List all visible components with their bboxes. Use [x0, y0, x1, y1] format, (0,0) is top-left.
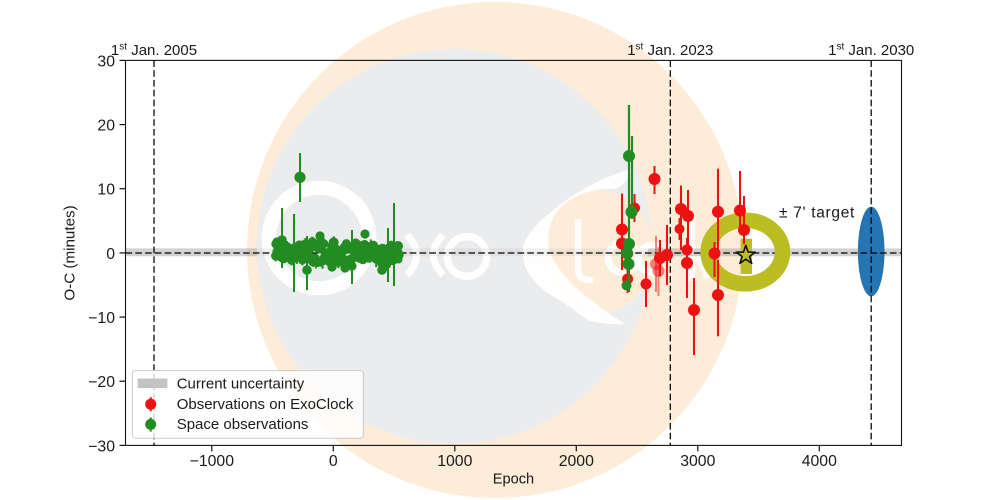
- svg-text:0: 0: [329, 453, 338, 470]
- svg-text:Current uncertainty: Current uncertainty: [177, 375, 305, 392]
- svg-text:0: 0: [106, 246, 115, 263]
- svg-text:O-C (minutes): O-C (minutes): [62, 205, 79, 300]
- svg-text:3000: 3000: [680, 453, 715, 470]
- svg-text:−30: −30: [88, 438, 115, 455]
- svg-text:−20: −20: [88, 374, 115, 391]
- svg-text:Space observations: Space observations: [177, 416, 309, 433]
- svg-text:20: 20: [97, 118, 115, 135]
- svg-text:Observations on ExoClock: Observations on ExoClock: [177, 396, 354, 413]
- svg-text:± 7' target: ± 7' target: [779, 205, 855, 222]
- svg-text:30: 30: [97, 53, 115, 70]
- svg-text:−10: −10: [88, 310, 115, 327]
- svg-text:1st Jan. 2023: 1st Jan. 2023: [627, 42, 713, 60]
- svg-text:2000: 2000: [559, 453, 594, 470]
- svg-text:1st Jan. 2005: 1st Jan. 2005: [111, 42, 197, 60]
- svg-text:10: 10: [97, 182, 115, 199]
- svg-text:−1000: −1000: [190, 453, 235, 470]
- svg-text:1st Jan. 2030: 1st Jan. 2030: [828, 42, 914, 60]
- svg-text:4000: 4000: [802, 453, 837, 470]
- svg-text:1000: 1000: [437, 453, 472, 470]
- svg-text:Epoch: Epoch: [493, 472, 534, 488]
